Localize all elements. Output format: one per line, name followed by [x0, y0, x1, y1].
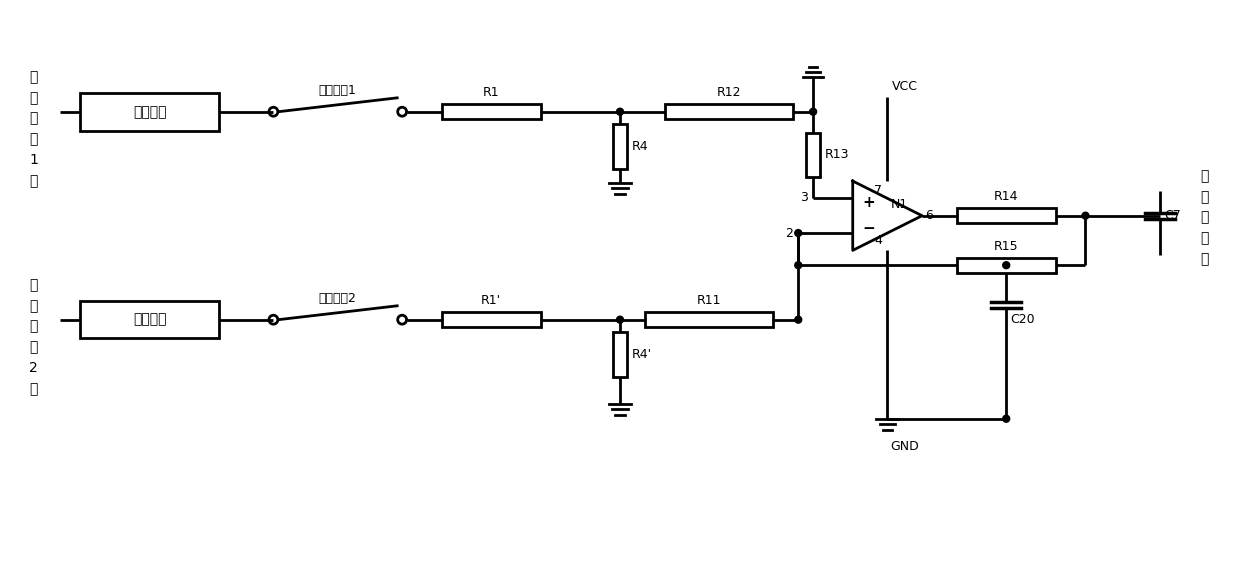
- Text: R4': R4': [632, 348, 652, 361]
- Text: 入: 入: [30, 174, 38, 188]
- Text: N1: N1: [890, 198, 908, 211]
- Circle shape: [795, 230, 802, 236]
- Text: 信: 信: [1200, 211, 1209, 224]
- Text: R13: R13: [825, 148, 849, 161]
- Text: C20: C20: [1011, 313, 1035, 326]
- Text: 信: 信: [30, 112, 38, 126]
- Bar: [665, 104, 794, 119]
- Bar: [613, 124, 627, 169]
- Circle shape: [795, 316, 802, 323]
- Text: 3: 3: [800, 191, 808, 204]
- Text: 4: 4: [874, 234, 883, 247]
- Text: 测: 测: [30, 70, 38, 84]
- Text: 2: 2: [785, 227, 794, 239]
- Circle shape: [810, 108, 817, 115]
- Bar: [957, 208, 1055, 223]
- Text: 距: 距: [30, 299, 38, 313]
- Text: R14: R14: [994, 191, 1018, 203]
- Text: 2: 2: [30, 361, 38, 375]
- Text: R1: R1: [482, 86, 500, 99]
- Text: 接口电路: 接口电路: [133, 313, 166, 327]
- Text: 测: 测: [1200, 169, 1209, 183]
- Text: 1: 1: [30, 153, 38, 167]
- Text: 接口电路: 接口电路: [133, 104, 166, 119]
- Text: 6: 6: [925, 209, 932, 222]
- Text: R12: R12: [717, 86, 742, 99]
- Text: GND: GND: [890, 440, 919, 453]
- Bar: [81, 93, 219, 130]
- Text: 测距开关1: 测距开关1: [319, 84, 357, 97]
- Text: 测: 测: [30, 278, 38, 292]
- Circle shape: [795, 262, 802, 269]
- Bar: [441, 312, 541, 327]
- Bar: [441, 104, 541, 119]
- Text: 号: 号: [30, 133, 38, 146]
- Bar: [81, 301, 219, 339]
- Circle shape: [616, 316, 624, 323]
- Text: R11: R11: [697, 294, 722, 307]
- Text: −: −: [863, 222, 875, 236]
- Text: 距: 距: [1200, 190, 1209, 204]
- Bar: [806, 133, 820, 177]
- Text: 7: 7: [874, 184, 883, 197]
- Text: 号: 号: [1200, 231, 1209, 246]
- Text: R4: R4: [632, 140, 649, 153]
- Text: 出: 出: [1200, 252, 1209, 266]
- Text: 信: 信: [30, 320, 38, 333]
- Text: R15: R15: [994, 240, 1018, 253]
- Text: 号: 号: [30, 340, 38, 354]
- Circle shape: [616, 108, 624, 115]
- Text: 入: 入: [30, 382, 38, 396]
- Circle shape: [1083, 212, 1089, 219]
- Text: R1': R1': [481, 294, 501, 307]
- Text: 距: 距: [30, 91, 38, 105]
- Text: 测距开关2: 测距开关2: [319, 292, 357, 305]
- Text: VCC: VCC: [893, 80, 919, 93]
- Text: C7: C7: [1164, 209, 1182, 222]
- Text: +: +: [863, 195, 875, 210]
- Bar: [613, 332, 627, 377]
- Circle shape: [1003, 262, 1009, 269]
- Bar: [645, 312, 774, 327]
- Bar: [957, 258, 1055, 273]
- Circle shape: [1003, 415, 1009, 422]
